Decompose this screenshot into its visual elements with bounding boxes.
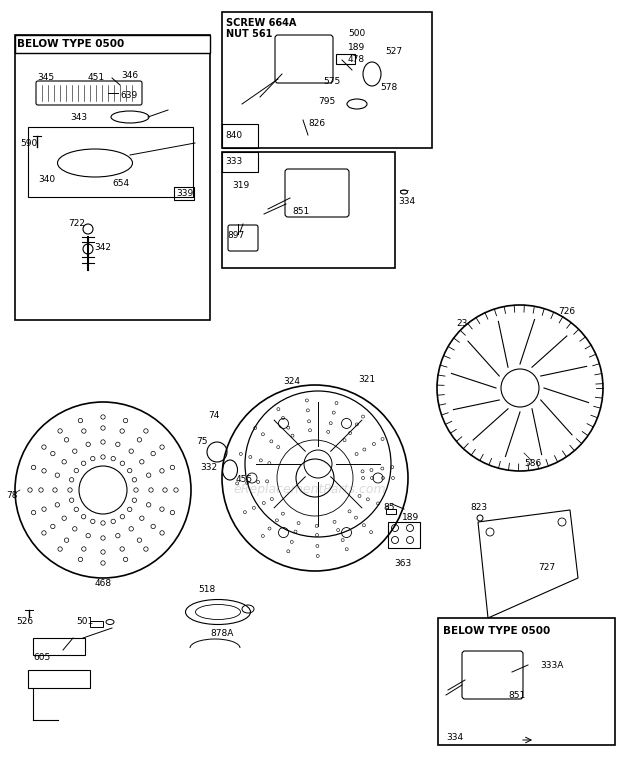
Text: 321: 321	[358, 375, 375, 384]
Text: 722: 722	[68, 218, 85, 227]
Text: 795: 795	[318, 98, 335, 107]
Text: 605: 605	[33, 653, 50, 662]
Text: eReplacementParts.com: eReplacementParts.com	[234, 484, 386, 496]
Bar	[388, 522, 420, 548]
Text: 189: 189	[402, 512, 419, 522]
Bar	[438, 618, 615, 745]
Text: 575: 575	[323, 77, 340, 86]
Text: 333A: 333A	[540, 662, 564, 671]
Text: NUT 561: NUT 561	[226, 29, 272, 39]
Text: BELOW TYPE 0500: BELOW TYPE 0500	[443, 626, 551, 636]
Text: 468: 468	[94, 578, 112, 587]
Text: 189: 189	[348, 42, 365, 52]
Text: 334: 334	[398, 198, 415, 206]
Text: 74: 74	[208, 411, 219, 419]
Text: 319: 319	[232, 180, 249, 190]
Text: 78: 78	[6, 490, 17, 500]
Text: 826: 826	[308, 120, 325, 129]
Text: 23: 23	[456, 318, 467, 327]
Text: 324: 324	[283, 377, 300, 387]
Text: 334: 334	[446, 732, 463, 741]
Bar	[174, 187, 194, 200]
Text: 363: 363	[394, 559, 412, 568]
Text: 500: 500	[348, 30, 365, 39]
Text: BELOW TYPE 0500: BELOW TYPE 0500	[17, 39, 124, 49]
Text: 333: 333	[225, 158, 242, 167]
Text: 345: 345	[37, 74, 54, 83]
Text: 455: 455	[236, 475, 253, 484]
Text: 639: 639	[120, 90, 137, 99]
Text: 342: 342	[94, 243, 111, 252]
Text: 527: 527	[385, 48, 402, 57]
Bar	[33, 638, 85, 655]
FancyBboxPatch shape	[275, 35, 333, 83]
Text: 85: 85	[383, 503, 394, 512]
Text: 478: 478	[348, 55, 365, 64]
Text: 451: 451	[88, 74, 105, 83]
Text: 726: 726	[558, 308, 575, 317]
Bar	[28, 127, 193, 197]
Text: 840: 840	[225, 131, 242, 140]
Bar	[28, 670, 90, 688]
Bar	[222, 12, 432, 148]
Text: 878A: 878A	[210, 629, 233, 638]
Text: 339: 339	[176, 190, 193, 199]
Bar	[90, 621, 103, 627]
Text: 578: 578	[380, 83, 397, 92]
Text: 346: 346	[121, 70, 138, 80]
Text: 526: 526	[16, 616, 33, 625]
Text: 727: 727	[538, 563, 555, 572]
Text: 343: 343	[70, 112, 87, 121]
Bar	[222, 152, 395, 268]
Text: 340: 340	[38, 176, 55, 184]
Text: 586: 586	[524, 459, 541, 468]
Text: 518: 518	[198, 585, 215, 594]
Text: 332: 332	[200, 463, 217, 472]
Bar	[15, 35, 210, 53]
Bar	[336, 54, 355, 64]
Text: 501: 501	[76, 618, 93, 627]
Text: 654: 654	[112, 178, 129, 187]
Text: 75: 75	[196, 437, 208, 446]
Text: SCREW 664A: SCREW 664A	[226, 18, 296, 28]
Text: 851: 851	[292, 208, 309, 217]
Text: 897: 897	[227, 230, 244, 240]
Bar	[386, 509, 396, 514]
Text: 590: 590	[20, 139, 37, 148]
Bar	[222, 124, 258, 148]
Bar	[222, 152, 258, 172]
Text: 823: 823	[470, 503, 487, 512]
Bar	[15, 35, 210, 320]
Text: 851: 851	[508, 691, 525, 700]
